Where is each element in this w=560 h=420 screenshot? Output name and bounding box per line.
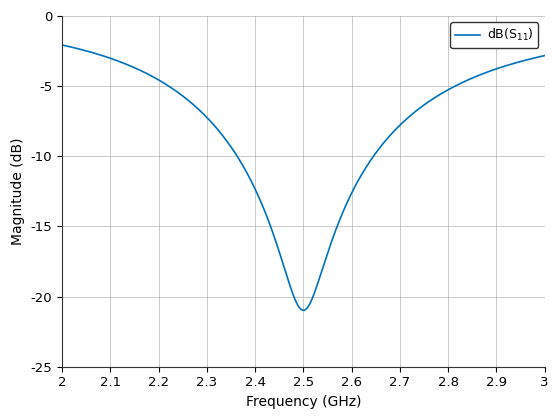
dB(S$_{11}$) [456,81,463,87]
dB(S$_{11}$) [348,191,355,196]
dB(S$_{11}$) [300,308,307,313]
dB(S$_{11}$) [542,53,548,58]
Legend: dB(S$_{11}$): dB(S$_{11}$) [450,22,538,48]
Line: dB(S$_{11}$): dB(S$_{11}$) [62,45,545,310]
dB(S$_{11}$) [146,73,153,78]
X-axis label: Frequency (GHz): Frequency (GHz) [246,395,361,409]
dB(S$_{11}$) [243,170,250,175]
Y-axis label: Magnitude (dB): Magnitude (dB) [11,138,25,245]
dB(S$_{11}$) [419,104,426,109]
dB(S$_{11}$) [372,150,379,155]
dB(S$_{11}$) [59,42,66,47]
